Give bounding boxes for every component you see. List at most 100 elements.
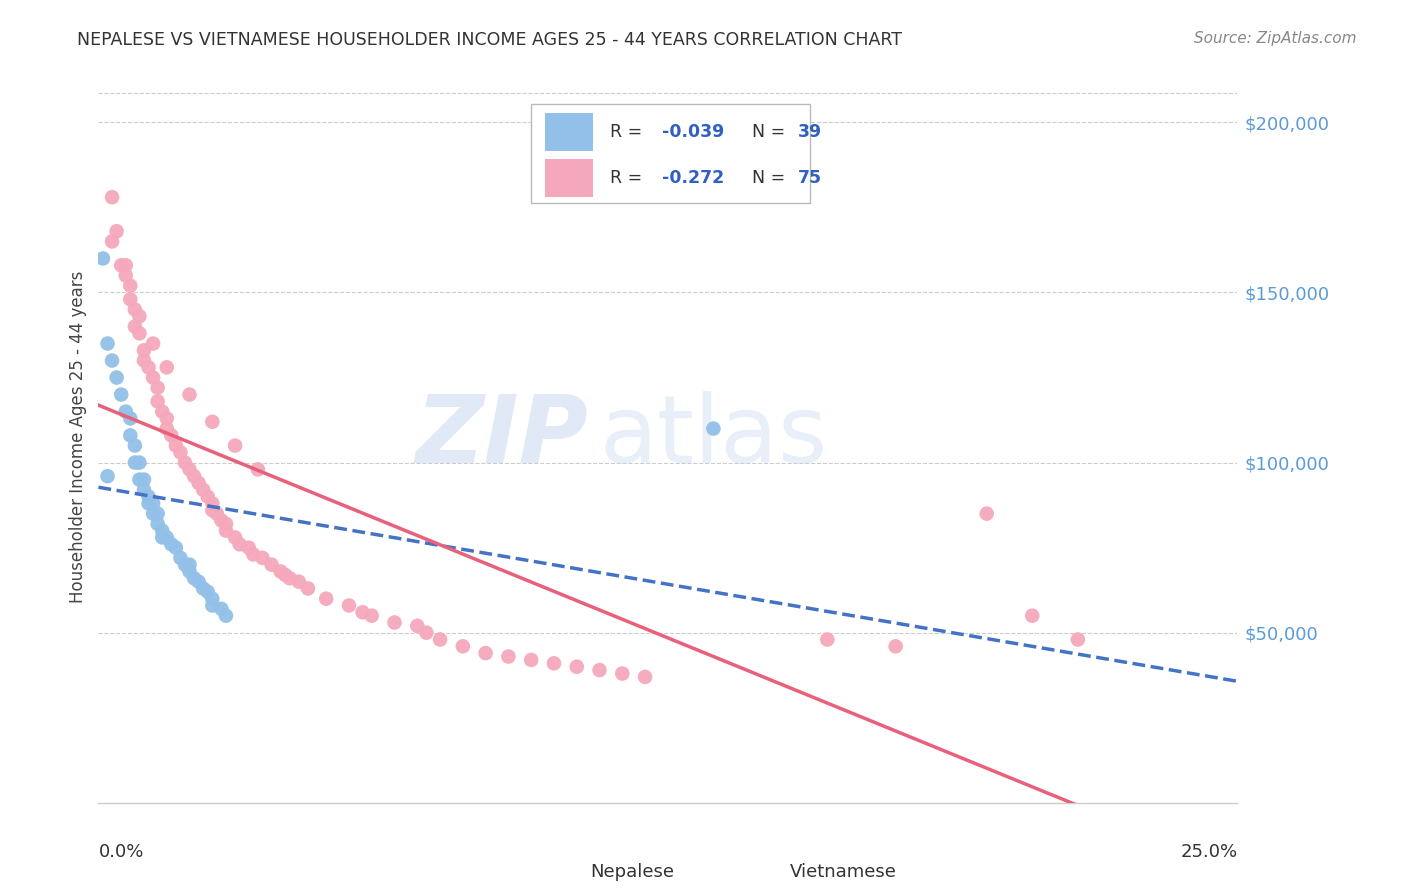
Point (146, 381, 169, 395)
Point (179, 462, 201, 476)
Point (174, 456, 197, 470)
Point (160, 428, 183, 442)
Point (101, 353, 124, 368)
Point (183, 469, 205, 483)
Point (179, 558, 201, 572)
Text: -0.272: -0.272 (662, 169, 724, 187)
Point (96, 336, 118, 351)
Point (565, 659, 588, 673)
Text: R =: R = (610, 169, 648, 187)
Point (209, 602, 232, 616)
Point (209, 513, 232, 527)
FancyBboxPatch shape (731, 859, 782, 888)
Point (142, 507, 165, 521)
Point (165, 439, 187, 453)
Point (187, 475, 209, 490)
Point (114, 268, 136, 283)
Point (976, 507, 998, 521)
Point (215, 516, 238, 531)
Point (138, 490, 160, 504)
Point (451, 640, 474, 654)
Point (193, 483, 215, 497)
Point (384, 615, 406, 630)
Point (114, 404, 136, 418)
Y-axis label: Householder Income Ages 25 - 44 years: Householder Income Ages 25 - 44 years (69, 271, 87, 603)
Point (179, 387, 201, 401)
Point (132, 473, 155, 487)
Point (288, 574, 311, 589)
Point (406, 619, 429, 633)
Point (142, 336, 165, 351)
Point (156, 421, 179, 435)
FancyBboxPatch shape (531, 104, 810, 203)
Point (228, 537, 250, 551)
Point (352, 605, 374, 619)
Point (174, 558, 197, 572)
Point (315, 591, 337, 606)
Point (543, 657, 565, 671)
Point (246, 462, 269, 476)
Point (146, 507, 169, 521)
Point (205, 507, 228, 521)
Text: R =: R = (610, 123, 648, 141)
Point (101, 235, 124, 249)
Point (132, 353, 155, 368)
Point (1067, 632, 1090, 647)
Point (91, 252, 114, 266)
Point (360, 608, 382, 623)
Text: Nepalese: Nepalese (591, 863, 675, 881)
Point (120, 293, 142, 307)
Point (128, 326, 150, 341)
Point (201, 415, 224, 429)
Text: Vietnamese: Vietnamese (790, 863, 897, 881)
FancyBboxPatch shape (546, 113, 593, 151)
Point (146, 516, 169, 531)
Point (132, 483, 155, 497)
Point (165, 541, 187, 555)
Point (138, 360, 160, 375)
Point (105, 370, 128, 384)
FancyBboxPatch shape (531, 859, 582, 888)
Point (634, 670, 657, 684)
Point (142, 496, 165, 510)
Text: atlas: atlas (599, 391, 828, 483)
Point (884, 640, 907, 654)
Point (193, 582, 215, 596)
Text: -0.039: -0.039 (662, 123, 724, 141)
Point (201, 591, 224, 606)
Text: N =: N = (741, 123, 790, 141)
Text: 75: 75 (797, 169, 821, 187)
Point (183, 571, 205, 585)
Point (142, 370, 165, 384)
Text: NEPALESE VS VIETNAMESE HOUSEHOLDER INCOME AGES 25 - 44 YEARS CORRELATION CHART: NEPALESE VS VIETNAMESE HOUSEHOLDER INCOM… (77, 31, 903, 49)
Point (224, 531, 246, 545)
Point (201, 599, 224, 613)
Point (201, 496, 224, 510)
Point (120, 278, 142, 293)
Point (146, 394, 169, 409)
Point (160, 537, 183, 551)
Point (278, 571, 301, 585)
Point (110, 387, 132, 401)
Point (120, 428, 142, 442)
Point (187, 574, 209, 589)
FancyBboxPatch shape (546, 160, 593, 197)
Point (138, 496, 160, 510)
Point (260, 558, 283, 572)
Point (132, 343, 155, 358)
Point (337, 599, 360, 613)
Point (297, 582, 319, 596)
Point (274, 567, 297, 582)
Point (156, 531, 179, 545)
Point (114, 258, 136, 272)
Point (96, 469, 118, 483)
Point (150, 524, 173, 538)
Point (415, 625, 437, 640)
Point (201, 503, 224, 517)
Point (124, 439, 146, 453)
Point (169, 550, 191, 565)
Point (124, 456, 146, 470)
Point (498, 649, 520, 664)
Point (124, 319, 146, 334)
Point (270, 565, 292, 579)
